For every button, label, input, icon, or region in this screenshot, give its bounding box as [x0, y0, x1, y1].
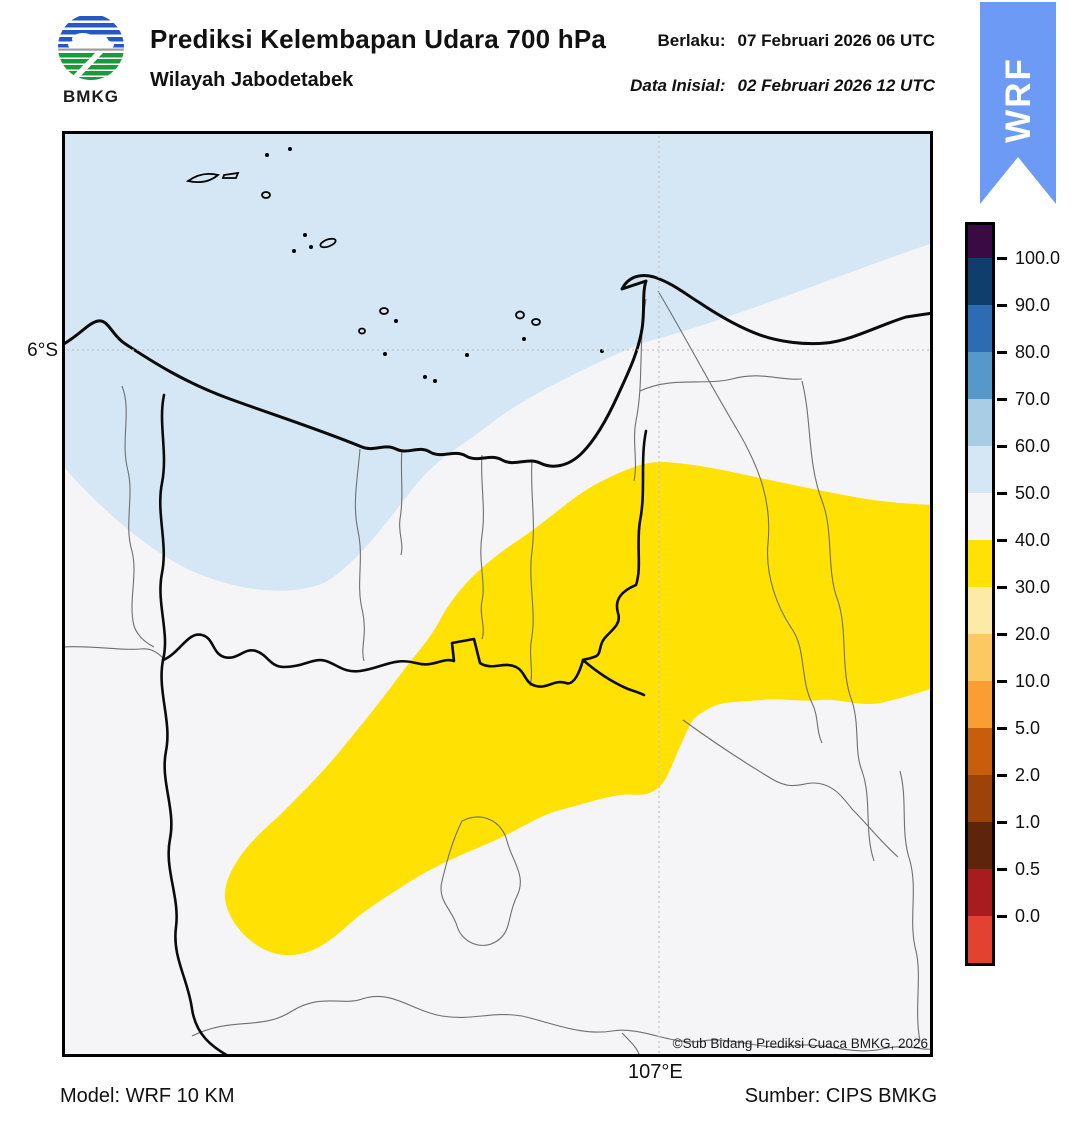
colorbar-segment — [968, 822, 992, 869]
footer-source-label: Sumber: CIPS BMKG — [744, 1085, 937, 1107]
ribbon-label: WRF — [999, 57, 1038, 143]
colorbar-segment — [968, 258, 992, 305]
colorbar-tick — [997, 680, 1007, 683]
colorbar-tick-label: 40.0 — [1015, 530, 1051, 550]
colorbar-segment — [968, 540, 992, 587]
page-subtitle: Wilayah Jabodetabek — [150, 69, 354, 91]
ribbon-shape — [980, 2, 1056, 204]
colorbar-tick — [997, 304, 1007, 307]
map-region-30-40 — [224, 461, 933, 956]
valid-time-value: 07 Februari 2026 06 UTC — [737, 31, 935, 50]
colorbar-tick-label: 5.0 — [1015, 718, 1041, 738]
graticule — [62, 131, 933, 1057]
colorbar-tick-label: 2.0 — [1015, 765, 1041, 785]
colorbar-tick — [997, 727, 1007, 730]
logo-horizon-line — [58, 48, 124, 51]
island-dots — [265, 147, 604, 383]
colorbar-segment — [968, 446, 992, 493]
init-time-line: Data Inisial: 02 Februari 2026 12 UTC — [630, 76, 935, 96]
bmkg-logo-emblem — [58, 14, 124, 80]
bmkg-logo-text: BMKG — [63, 87, 119, 106]
colorbar-tick — [997, 398, 1007, 401]
valid-time-line: Berlaku: 07 Februari 2026 06 UTC — [657, 31, 935, 51]
colorbar-segment — [968, 225, 992, 258]
colorbar-tick — [997, 539, 1007, 542]
colorbar-segment — [968, 728, 992, 775]
islands — [185, 147, 604, 383]
footer-model-label: Model: WRF 10 KM — [60, 1085, 235, 1107]
map-copyright: ©Sub Bidang Prediksi Cuaca BMKG, 2026 — [673, 1036, 928, 1051]
map-region-50-60 — [62, 131, 933, 591]
init-time-value: 02 Februari 2026 12 UTC — [737, 76, 935, 95]
colorbar-tick-label: 10.0 — [1015, 671, 1051, 691]
coastline-and-borders — [62, 274, 933, 1057]
colorbar-tick-label: 60.0 — [1015, 436, 1051, 456]
colorbar-segment — [968, 869, 992, 916]
colorbar-tick-label: 50.0 — [1015, 483, 1051, 503]
colorbar-tick-label: 20.0 — [1015, 624, 1051, 644]
colorbar-segment — [968, 775, 992, 822]
wrf-ribbon: WRF — [980, 2, 1056, 204]
valid-time-label: Berlaku: — [657, 31, 726, 50]
colorbar-tick-label: 70.0 — [1015, 389, 1051, 409]
colorbar-tick — [997, 774, 1007, 777]
colorbar-tick — [997, 633, 1007, 636]
humidity-map: ©Sub Bidang Prediksi Cuaca BMKG, 2026 — [62, 131, 933, 1057]
colorbar-segment — [968, 399, 992, 446]
colorbar-tick-label: 90.0 — [1015, 295, 1051, 315]
colorbar-tick — [997, 821, 1007, 824]
colorbar-segment — [968, 681, 992, 728]
colorbar-tick — [997, 445, 1007, 448]
colorbar-segment — [968, 305, 992, 352]
colorbar-tick-label: 0.5 — [1015, 859, 1041, 879]
colorbar-tick-label: 100.0 — [1015, 248, 1061, 268]
coastline — [62, 274, 933, 468]
colorbar-segment — [968, 634, 992, 681]
map-frame — [62, 131, 933, 1057]
colorbar-tick — [997, 586, 1007, 589]
southeast-border — [581, 658, 646, 697]
colorbar-tick — [997, 868, 1007, 871]
colorbar-tick-label: 80.0 — [1015, 342, 1051, 362]
colorbar: 100.0 90.0 80.0 70.0 60.0 50.0 40.0 30.0 20.0 10.… — [965, 222, 1060, 966]
colorbar-tick — [997, 351, 1007, 354]
colorbar-tick — [997, 257, 1007, 260]
colorbar-segment — [968, 352, 992, 399]
colorbar-tick-label: 30.0 — [1015, 577, 1051, 597]
page-title: Prediksi Kelembapan Udara 700 hPa — [150, 24, 607, 54]
colorbar-tick-label: 1.0 — [1015, 812, 1041, 832]
admin-boundaries — [62, 290, 933, 1057]
colorbar-tick — [997, 492, 1007, 495]
logo-wave-slash — [67, 53, 103, 80]
colorbar-tick — [997, 915, 1007, 918]
colorbar-segment — [968, 493, 992, 540]
middle-border — [161, 633, 585, 688]
colorbar-segment — [968, 587, 992, 634]
colorbar-segment — [968, 916, 992, 963]
west-province-border — [158, 393, 232, 1057]
lat-tick-label: 6°S — [27, 340, 58, 361]
init-time-label: Data Inisial: — [630, 76, 726, 95]
lon-tick-label: 107°E — [628, 1061, 683, 1083]
east-border — [581, 429, 648, 662]
colorbar-tick-label: 0.0 — [1015, 906, 1041, 926]
bmkg-logo: BMKG — [58, 14, 124, 106]
